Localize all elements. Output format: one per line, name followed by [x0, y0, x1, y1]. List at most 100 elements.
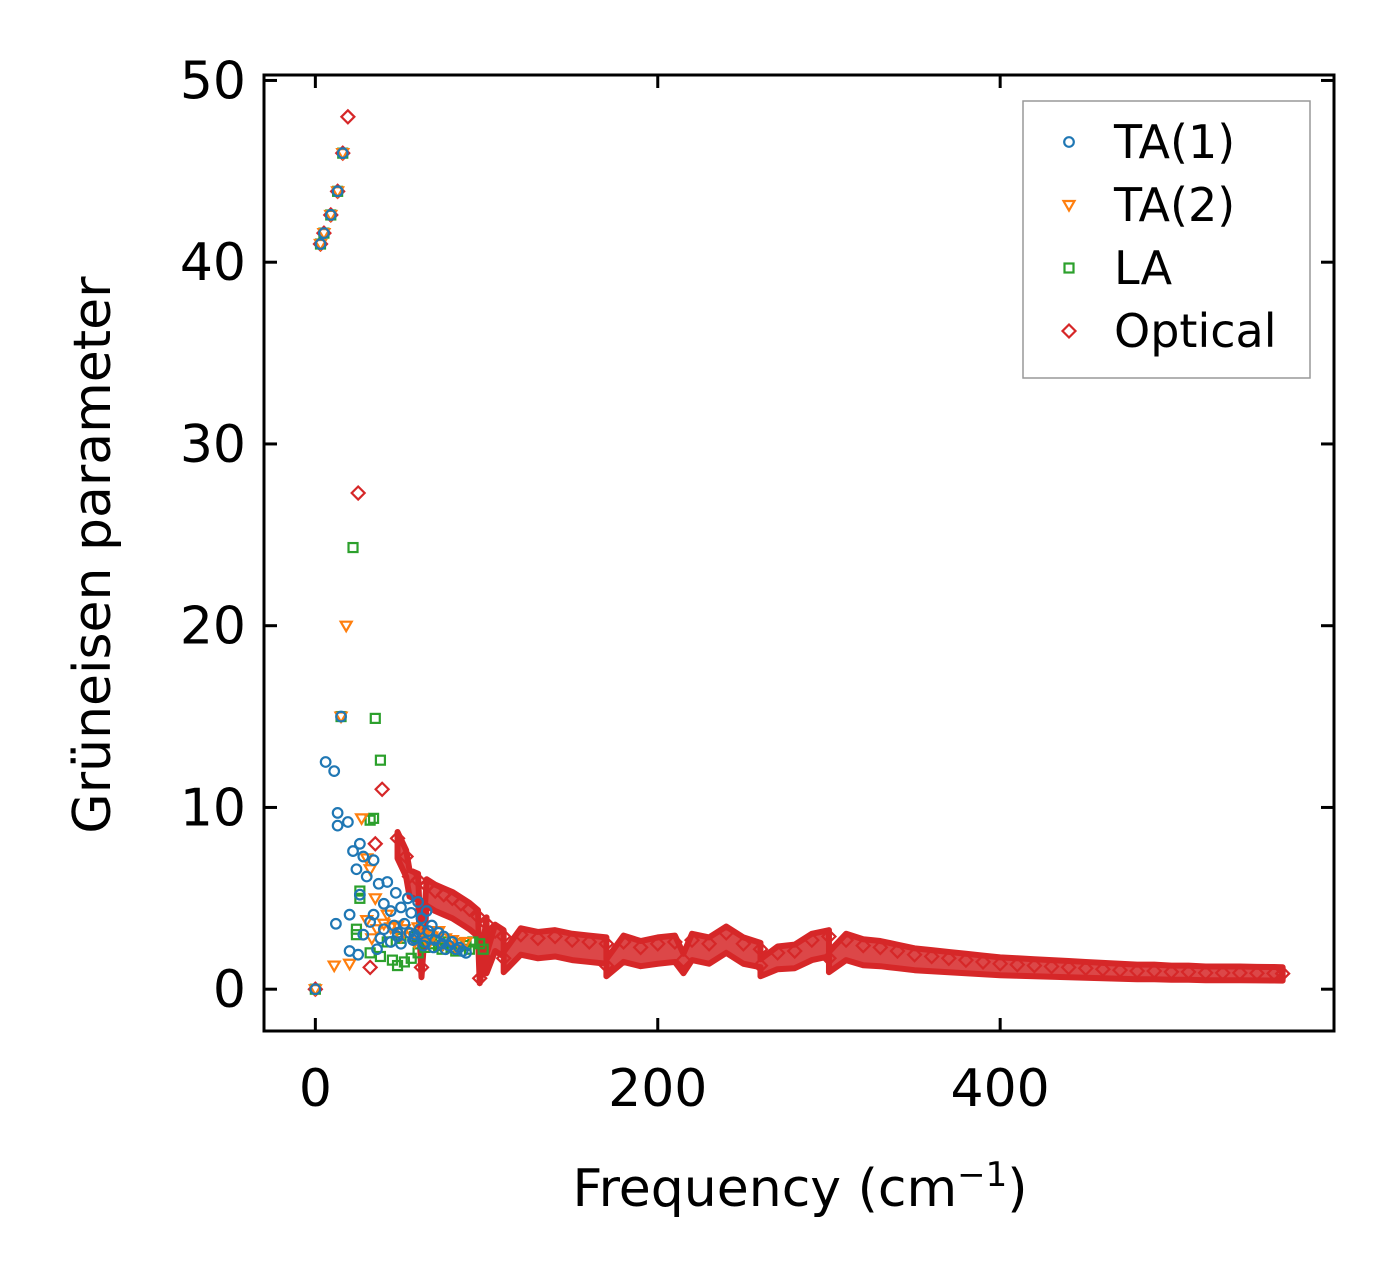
- data-point: [335, 710, 347, 723]
- data-point: [1231, 964, 1248, 981]
- data-point: [408, 932, 421, 945]
- data-point: [581, 933, 598, 950]
- data-point: [367, 893, 383, 907]
- data-point: [437, 930, 450, 943]
- data-point: [377, 923, 390, 936]
- tick-labels: 0 200 400 0 10 20 30 40 50: [180, 51, 1050, 1119]
- data-point: [512, 926, 529, 943]
- data-point: [444, 890, 461, 907]
- data-point: [1077, 960, 1094, 977]
- y-tick-label: 20: [180, 597, 246, 657]
- data-point: [992, 955, 1009, 972]
- data-point: [331, 819, 344, 832]
- legend-label: Optical: [1114, 304, 1276, 358]
- data-point: [889, 942, 906, 960]
- data-point: [389, 886, 402, 899]
- data-point: [395, 937, 407, 950]
- data-point: [666, 933, 683, 950]
- data-point: [1111, 962, 1129, 979]
- data-point: [1009, 956, 1026, 973]
- data-point: [369, 712, 381, 724]
- series-ta-1-: [309, 147, 472, 996]
- data-point: [427, 941, 440, 954]
- data-point: [407, 934, 419, 947]
- data-point: [458, 936, 474, 950]
- y-tick-label: 40: [180, 233, 246, 293]
- data-point: [343, 908, 356, 921]
- data-point: [452, 895, 469, 912]
- data-point: [1197, 964, 1214, 981]
- data-point: [564, 932, 581, 949]
- data-point: [471, 970, 488, 987]
- data-point: [420, 905, 433, 917]
- plot-frame: [262, 73, 1336, 1033]
- data-point: [347, 541, 359, 554]
- data-point: [339, 108, 356, 125]
- data-point: [1146, 962, 1163, 980]
- data-point: [410, 872, 427, 889]
- legend-label: TA(2): [1113, 178, 1235, 232]
- data-point: [1094, 961, 1111, 978]
- legend-entry: Optical: [1060, 304, 1276, 358]
- data-point: [752, 941, 769, 958]
- y-tick-label: 30: [180, 415, 246, 475]
- data-point: [354, 813, 369, 827]
- x-tick-label: 200: [608, 1059, 707, 1119]
- legend-label: TA(1): [1113, 115, 1235, 169]
- data-point: [855, 937, 872, 954]
- data-point: [336, 147, 349, 160]
- data-point: [314, 238, 327, 250]
- axis-ticks: [264, 75, 1334, 1031]
- data-point: [675, 952, 692, 969]
- data-point: [367, 812, 380, 824]
- data-point: [353, 837, 366, 850]
- data-point: [362, 864, 378, 877]
- y-axis-label: Grüneisen parameter: [63, 276, 123, 834]
- data-point: [357, 850, 370, 863]
- data-point: [957, 952, 974, 969]
- data-point: [319, 756, 332, 768]
- data-point: [367, 835, 384, 852]
- legend-label: LA: [1114, 241, 1173, 295]
- data-point: [940, 950, 957, 967]
- data-point: [478, 952, 495, 969]
- data-point: [546, 928, 564, 945]
- data-point: [683, 932, 701, 949]
- y-tick-label: 0: [213, 960, 246, 1020]
- legend-marker: [1063, 136, 1075, 148]
- data-point: [598, 957, 615, 974]
- data-point: [401, 868, 418, 885]
- legend-marker: [1063, 262, 1075, 274]
- data-point: [487, 922, 504, 940]
- data-point: [469, 908, 487, 925]
- data-point: [1026, 957, 1043, 974]
- data-point: [377, 897, 390, 910]
- data-point: [529, 930, 546, 947]
- x-tick-label: 400: [951, 1059, 1050, 1119]
- data-point: [353, 888, 366, 901]
- data-point: [803, 932, 820, 949]
- y-tick-label: 50: [180, 51, 246, 111]
- data-point: [330, 917, 342, 930]
- data-point: [324, 209, 337, 221]
- data-point: [342, 958, 358, 972]
- data-point: [820, 950, 838, 967]
- data-point: [718, 924, 735, 941]
- data-point: [350, 929, 363, 941]
- data-point: [408, 928, 421, 941]
- data-point: [338, 620, 354, 634]
- data-point: [384, 905, 397, 917]
- data-point: [359, 915, 375, 928]
- data-point: [328, 765, 341, 777]
- data-point: [389, 830, 406, 847]
- data-point: [1043, 958, 1060, 975]
- data-points: [307, 108, 1291, 998]
- data-point: [701, 935, 718, 952]
- data-point: [427, 882, 444, 900]
- data-point: [413, 959, 430, 976]
- data-point: [341, 816, 354, 828]
- data-point: [350, 863, 363, 876]
- data-point: [735, 935, 752, 952]
- legend-marker: [1060, 322, 1078, 340]
